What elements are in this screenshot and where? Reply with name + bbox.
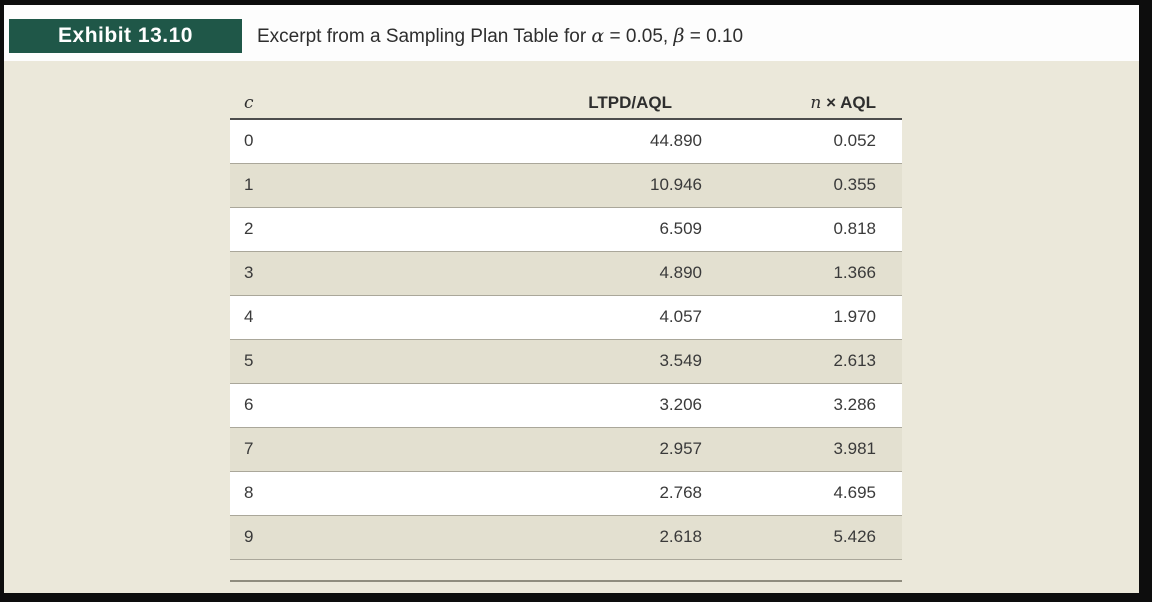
cell-n-aql: 0.355	[702, 163, 902, 208]
cell-n-aql: 4.695	[702, 471, 902, 516]
cell-c: 1	[230, 163, 320, 208]
cell-ltpd-aql: 2.768	[320, 471, 702, 516]
bottom-rule	[230, 579, 902, 582]
table-row: 8 2.768 4.695	[230, 471, 902, 516]
sampling-plan-table: c LTPD/AQL n × AQL 0 44.890 0.052 1 10.9…	[230, 87, 902, 560]
beta-symbol: β	[673, 24, 685, 47]
cell-ltpd-aql: 3.206	[320, 383, 702, 428]
exhibit-label: Exhibit 13.10	[9, 19, 242, 53]
table-row: 0 44.890 0.052	[230, 119, 902, 164]
cell-c: 5	[230, 339, 320, 384]
table-row: 7 2.957 3.981	[230, 427, 902, 472]
cell-c: 6	[230, 383, 320, 428]
cell-ltpd-aql: 2.618	[320, 515, 702, 560]
table-row: 3 4.890 1.366	[230, 251, 902, 296]
cell-ltpd-aql: 4.890	[320, 251, 702, 296]
table-header-row: c LTPD/AQL n × AQL	[230, 87, 902, 120]
table-row: 1 10.946 0.355	[230, 163, 902, 208]
cell-n-aql: 2.613	[702, 339, 902, 384]
cell-ltpd-aql: 6.509	[320, 207, 702, 252]
cell-c: 0	[230, 119, 320, 164]
table-row: 9 2.618 5.426	[230, 515, 902, 560]
table-body: 0 44.890 0.052 1 10.946 0.355 2 6.509 0.…	[230, 119, 902, 560]
alpha-value: = 0.05,	[604, 25, 674, 47]
cell-c: 7	[230, 427, 320, 472]
content-panel: c LTPD/AQL n × AQL 0 44.890 0.052 1 10.9…	[4, 61, 1139, 593]
cell-n-aql: 5.426	[702, 515, 902, 560]
table-row: 6 3.206 3.286	[230, 383, 902, 428]
table-row: 5 3.549 2.613	[230, 339, 902, 384]
cell-n-aql: 3.981	[702, 427, 902, 472]
exhibit-title: Excerpt from a Sampling Plan Table for α…	[257, 25, 743, 48]
title-text: Excerpt from a Sampling Plan Table for	[257, 25, 592, 47]
cell-ltpd-aql: 2.957	[320, 427, 702, 472]
cell-c: 3	[230, 251, 320, 296]
cell-n-aql: 0.052	[702, 119, 902, 164]
n-symbol: n	[810, 92, 822, 113]
column-header-ltpd-aql: LTPD/AQL	[320, 87, 702, 120]
exhibit-header: Exhibit 13.10 Excerpt from a Sampling Pl…	[4, 5, 1139, 61]
table-row: 4 4.057 1.970	[230, 295, 902, 340]
column-header-n-aql: n × AQL	[702, 87, 902, 120]
cell-n-aql: 1.366	[702, 251, 902, 296]
cell-n-aql: 1.970	[702, 295, 902, 340]
cell-c: 9	[230, 515, 320, 560]
column-header-c: c	[230, 87, 320, 120]
cell-n-aql: 3.286	[702, 383, 902, 428]
cell-ltpd-aql: 10.946	[320, 163, 702, 208]
n-aql-label: × AQL	[821, 92, 876, 112]
alpha-symbol: α	[591, 24, 605, 47]
cell-ltpd-aql: 4.057	[320, 295, 702, 340]
beta-value: = 0.10	[684, 25, 744, 47]
cell-n-aql: 0.818	[702, 207, 902, 252]
cell-c: 8	[230, 471, 320, 516]
cell-ltpd-aql: 3.549	[320, 339, 702, 384]
cell-ltpd-aql: 44.890	[320, 119, 702, 164]
table-row: 2 6.509 0.818	[230, 207, 902, 252]
cell-c: 2	[230, 207, 320, 252]
cell-c: 4	[230, 295, 320, 340]
